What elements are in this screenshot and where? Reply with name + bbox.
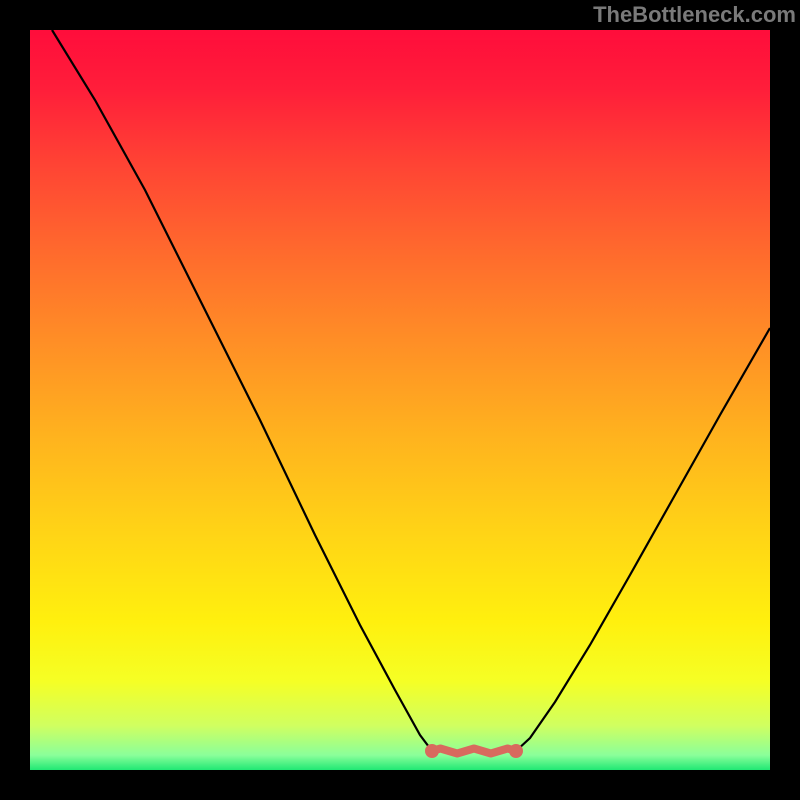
bottleneck-chart: TheBottleneck.com xyxy=(0,0,800,800)
plot-background xyxy=(30,30,770,770)
watermark-text: TheBottleneck.com xyxy=(593,2,796,27)
optimal-range-left-endpoint xyxy=(425,744,439,758)
optimal-range-right-endpoint xyxy=(509,744,523,758)
